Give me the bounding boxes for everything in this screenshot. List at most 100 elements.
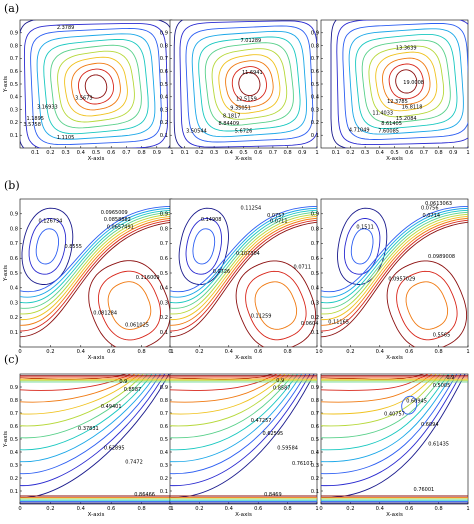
contour-line [170,211,317,309]
contour-line [36,33,156,140]
x-tick-label: 0.7 [420,150,428,156]
x-tick-label: 0 [168,506,171,512]
contour-value-label: 0.5565 [433,333,451,339]
contour-value-label: 0.0714 [423,213,441,219]
x-tick-label: 1 [170,349,173,355]
x-tick-label: 0.6 [107,150,115,156]
y-tick-label: 0.5 [10,82,18,88]
contour-value-label: 8.1817 [223,113,241,119]
contour-value-label: 3.16933 [37,104,58,110]
contour-line [388,63,424,100]
contour-line [321,374,462,486]
contour-lines [170,374,317,504]
y-tick-label: 0.1 [160,489,168,495]
x-tick-label: 0.8 [137,349,145,355]
y-tick-label: 0.7 [160,56,168,62]
y-tick-label: 0.9 [160,31,168,37]
contour-value-label: 3.50544 [186,129,207,135]
contour-line [84,74,108,99]
contour-line [321,374,445,439]
contour-value-label: 0.8587 [124,387,142,393]
y-tick-label: 0.7 [10,241,18,247]
y-tick-label: 0.1 [10,133,18,139]
contour-lines [173,20,317,148]
y-tick-label: 0.9 [160,385,168,391]
contour-value-label: 0.0756 [421,205,439,211]
contour-value-label: 0.11259 [251,313,272,319]
contour-line [20,205,172,293]
contour-value-label: 0.47257 [251,418,272,424]
contour-value-label: 2.3789 [57,25,75,31]
contour-value-label: 0.8469 [264,492,282,498]
contour-line [20,213,172,315]
contour-line [50,44,142,129]
contour-value-label: 12.5159 [236,97,257,103]
x-tick-label: 1 [315,349,318,355]
x-tick-label: 0.1 [181,150,189,156]
contour-value-label: 0.61435 [428,442,449,448]
contour-line [28,218,67,275]
x-axis-label: X-axis [235,355,252,361]
y-tick-label: 0.9 [311,212,319,218]
y-tick-label: 0.3 [311,107,319,113]
x-tick-label: 0.6 [107,506,115,512]
y-tick-label: 0.5 [311,437,319,443]
contour-value-label: 0.62595 [263,431,284,437]
contour-line [321,207,468,298]
contour-line [170,209,317,304]
y-axis-label: Y-axis [3,76,9,93]
x-tick-label: 1 [466,349,469,355]
y-tick-label: 0.2 [311,120,319,126]
contour-line [401,395,418,415]
x-tick-label: 0.8 [434,349,442,355]
contour-line [170,215,317,320]
contour-line [20,219,172,332]
x-tick-label: 1 [170,150,173,156]
contour-line [330,20,468,148]
y-tick-label: 0.4 [10,450,19,456]
contour-panel: 0 0.2 0.4 0.6 0.8 1 0.1 0.2 0.3 0.4 0.5 0.6 0.7 0.8 0.… [311,198,470,361]
contour-value-label: 5.6726 [235,129,253,135]
y-tick-label: 0.5 [160,82,168,88]
y-tick-label: 0.7 [311,56,319,62]
x-tick-label: 0.2 [195,506,203,512]
contour-value-label: 0.081284 [93,310,117,316]
contour-line [107,281,152,330]
y-tick-label: 0.1 [311,133,319,139]
contour-value-label: 7.01289 [241,38,262,44]
contour-value-label: 11.6941 [242,70,263,76]
contour-lines [20,374,172,504]
contour-value-label: 0.0858882 [104,217,131,223]
y-tick-label: 0.3 [160,107,168,113]
contour-value-label: 0.7472 [125,460,143,466]
y-tick-label: 0.5 [311,82,319,88]
y-tick-label: 0.4 [160,286,169,292]
contour-line [218,54,281,114]
contour-value-label: 0.62895 [104,445,125,451]
contour-value-label: 0.5005 [433,383,451,389]
contour-lines [321,374,468,504]
contour-line [321,374,433,403]
y-tick-label: 0.8 [160,226,168,232]
x-tick-label: 0.6 [254,150,262,156]
y-tick-label: 0.4 [10,95,19,101]
y-tick-label: 0.8 [10,43,18,49]
x-tick-label: 0.9 [449,150,457,156]
contour-value-label: 0.8555 [64,244,82,250]
contour-value-label: 8.61405 [381,121,402,127]
x-tick-label: 0.2 [346,506,354,512]
x-tick-label: 0.7 [269,150,277,156]
contour-value-label: 0.107304 [236,251,260,257]
y-tick-label: 0.3 [10,463,18,469]
x-axis-label: X-axis [235,156,252,162]
y-tick-label: 0.7 [10,56,18,62]
x-axis-label: X-axis [88,512,105,518]
x-tick-label: 0.4 [77,506,86,512]
contour-panel: 0.1 0.2 0.3 0.4 0.5 0.6 0.7 0.8 0.9 1 0.1 0.2 0.3 0.4… [3,19,174,162]
x-tick-label: 1 [466,506,469,512]
x-tick-label: 0 [18,349,21,355]
panels-layer: 0.1 0.2 0.3 0.4 0.5 0.6 0.7 0.8 0.9 1 0.1 0.2 0.3 0.4… [3,19,470,518]
y-axis-label: Y-axis [3,431,9,448]
contour-line [170,374,298,451]
y-tick-label: 0.9 [311,31,319,37]
